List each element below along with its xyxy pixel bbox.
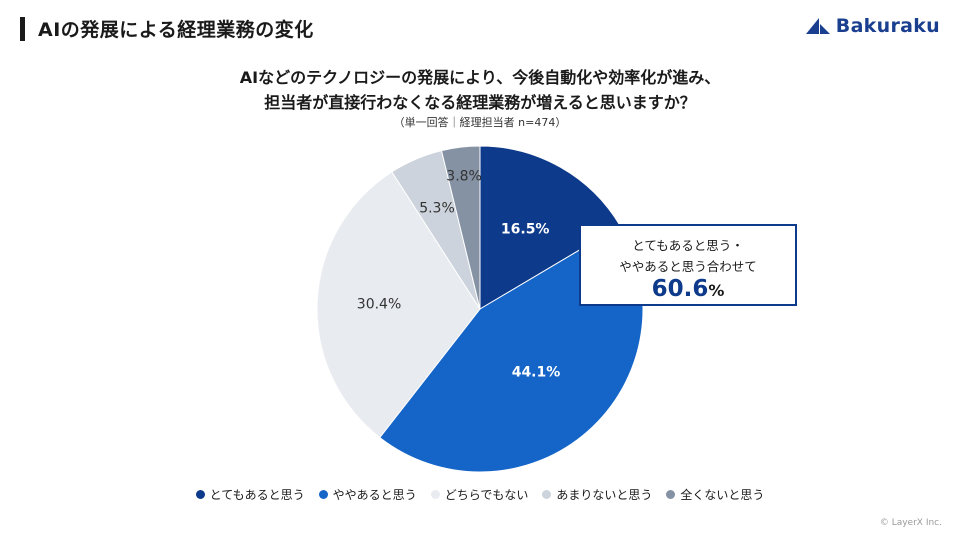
page-title: AIの発展による経理業務の変化 [38, 19, 314, 41]
legend-item: 全くないと思う [666, 486, 764, 503]
total-agree-callout: とてもあると思う・ ややあると思う合わせて 60.6% [579, 224, 797, 306]
legend-label: ややあると思う [332, 488, 417, 502]
legend-label: とてもあると思う [209, 488, 305, 502]
legend-swatch [430, 490, 440, 499]
legend-item: あまりないと思う [542, 486, 652, 503]
header-accent-bar [20, 17, 25, 41]
callout-value: 60.6 [651, 276, 709, 302]
legend-swatch [542, 490, 552, 499]
callout-line1: とてもあると思う・ [632, 238, 744, 253]
pie-slice [440, 145, 481, 310]
callout-line2: ややあると思う合わせて [619, 259, 757, 274]
pie-slice [316, 171, 481, 439]
legend-swatch [318, 490, 328, 499]
pie-slice-label: 5.3% [419, 201, 455, 217]
pie-slice-label: 30.4% [357, 296, 401, 312]
chart-legend: とてもあると思う ややあると思う どちらでもない あまりないと思う 全くないと思… [0, 486, 960, 503]
copyright: © LayerX Inc. [879, 518, 942, 528]
legend-label: あまりないと思う [556, 488, 653, 502]
legend-label: 全くないと思う [680, 488, 765, 502]
brand-logo: Bakuraku [805, 15, 940, 37]
callout-unit: % [708, 281, 725, 300]
bakuraku-logo-icon [805, 18, 830, 34]
pie-slice [479, 145, 621, 310]
chart-subtitle: （単一回答｜経理担当者 n=474） [393, 116, 567, 129]
legend-label: どちらでもない [444, 488, 529, 502]
pie-slice-label: 3.8% [446, 168, 482, 184]
legend-item: どちらでもない [430, 486, 529, 503]
legend-swatch [195, 490, 205, 499]
legend-swatch [666, 490, 676, 499]
pie-slice-label: 44.1% [512, 365, 561, 381]
legend-item: とてもあると思う [195, 486, 305, 503]
pie-slice-label: 16.5% [501, 222, 550, 238]
legend-item: ややあると思う [318, 486, 417, 503]
logo-text: Bakuraku [835, 15, 940, 37]
chart-title-line2: 担当者が直接行わなくなる経理業務が増えると思いますか？ [264, 93, 696, 112]
chart-title-line1: AIなどのテクノロジーの発展により、今後自動化や効率化が進み、 [239, 68, 721, 87]
